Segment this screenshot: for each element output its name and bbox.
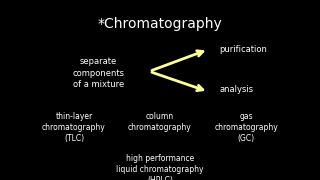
Text: purification: purification xyxy=(219,45,267,54)
Text: gas
chromatography
(GC): gas chromatography (GC) xyxy=(214,112,278,143)
Text: high performance
liquid chromatography
(HPLC): high performance liquid chromatography (… xyxy=(116,154,204,180)
Text: analysis: analysis xyxy=(219,86,253,94)
Text: thin-layer
chromatography
(TLC): thin-layer chromatography (TLC) xyxy=(42,112,106,143)
Text: separate
components
of a mixture: separate components of a mixture xyxy=(72,57,124,89)
Text: column
chromatography: column chromatography xyxy=(128,112,192,132)
Text: *Chromatography: *Chromatography xyxy=(98,17,222,31)
